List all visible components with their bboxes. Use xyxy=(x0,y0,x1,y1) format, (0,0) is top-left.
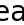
Text: UK Heatmap: UK Heatmap xyxy=(0,0,24,25)
